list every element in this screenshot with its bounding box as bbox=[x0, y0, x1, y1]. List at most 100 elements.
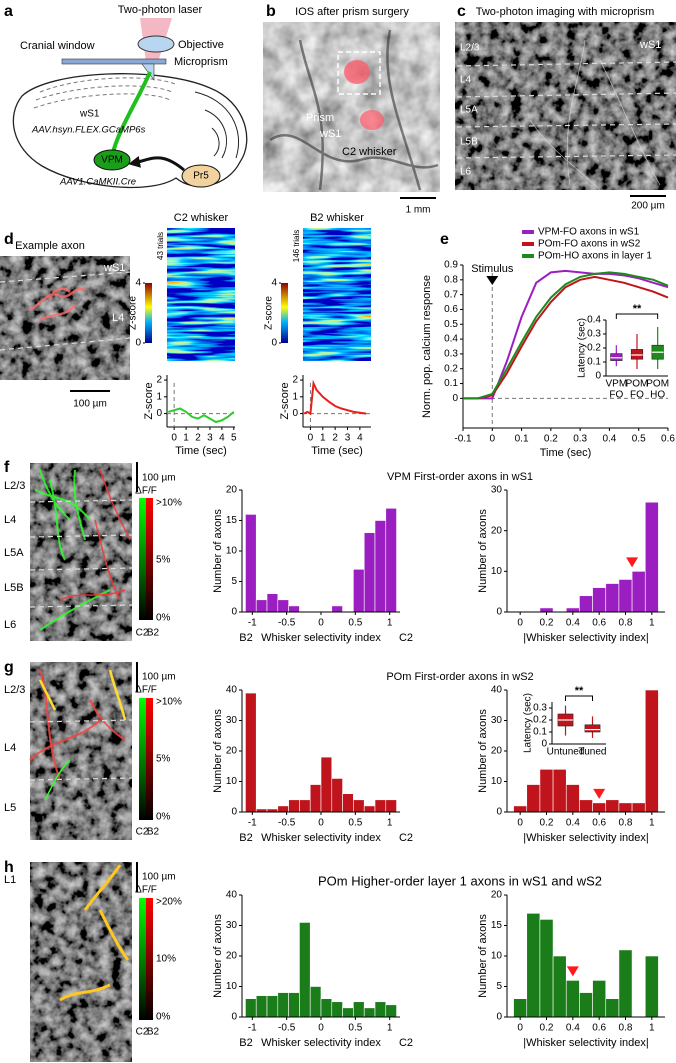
histogram-bar bbox=[631, 802, 646, 813]
colorbar-left: C2 bbox=[136, 827, 149, 838]
histogram-bar bbox=[245, 692, 257, 813]
histogram-bar bbox=[277, 805, 289, 813]
histogram-bar bbox=[644, 501, 659, 613]
colorbar-title: ΔF/F bbox=[135, 685, 157, 696]
diagram-label: AAV.hsyn.FLEX.GCaMP6s bbox=[31, 125, 146, 136]
series-line bbox=[463, 275, 669, 400]
x-tick-label: 1 bbox=[649, 1023, 655, 1034]
x-tick-label: 4 bbox=[357, 433, 363, 444]
histogram-bar bbox=[299, 922, 311, 1018]
y-tick-label: 1 bbox=[156, 391, 162, 402]
layer-label: L5A bbox=[460, 105, 478, 116]
end-label: B2 bbox=[239, 632, 252, 644]
colorbar-tick: >10% bbox=[156, 697, 182, 708]
significance-bracket bbox=[615, 313, 659, 319]
colorbar-tick: 0% bbox=[156, 812, 171, 823]
scale-label: 100 µm bbox=[142, 872, 176, 883]
y-axis-label: Number of axons bbox=[212, 709, 224, 793]
y-tick-label: 5 bbox=[496, 981, 502, 992]
x-tick-label: -1 bbox=[248, 618, 257, 629]
y-tick-label: 0.1 bbox=[444, 378, 458, 389]
histogram-bar bbox=[552, 768, 567, 813]
trace-line bbox=[303, 379, 367, 416]
histogram-bar bbox=[644, 955, 659, 1018]
y-tick-label: 30 bbox=[226, 715, 238, 726]
x-tick-label: 0.4 bbox=[566, 618, 580, 629]
colorbar-tick: >20% bbox=[156, 897, 182, 908]
x-tick-label: 0 bbox=[490, 434, 496, 445]
x-tick-label: 1 bbox=[387, 1023, 393, 1034]
histogram-bar bbox=[513, 805, 528, 813]
histogram-bar bbox=[513, 998, 528, 1018]
scale-label: 200 µm bbox=[631, 201, 665, 212]
panel-letter: a bbox=[4, 3, 13, 20]
median-marker bbox=[593, 788, 606, 799]
y-tick-label: 2 bbox=[156, 375, 162, 386]
x-tick-label: -1 bbox=[248, 1023, 257, 1034]
histogram-bar bbox=[353, 568, 365, 613]
significance: ** bbox=[575, 685, 584, 697]
x-tick-label: 0.6 bbox=[661, 434, 675, 445]
y-tick-label: 0 bbox=[496, 807, 502, 818]
y-tick-label: 0 bbox=[541, 739, 547, 750]
category-label: Tuned bbox=[579, 747, 607, 758]
x-axis-label: Whisker selectivity index bbox=[261, 1037, 381, 1049]
x-tick-label: 0.2 bbox=[540, 818, 554, 829]
y-tick-label: 0.6 bbox=[444, 304, 458, 315]
histogram-bar bbox=[309, 784, 322, 813]
y-tick-label: 30 bbox=[491, 485, 503, 496]
x-axis-label: |Whisker selectivity index| bbox=[523, 832, 649, 844]
histogram-bar bbox=[374, 1001, 387, 1018]
x-tick-label: 0 bbox=[517, 618, 523, 629]
y-tick-label: 0.4 bbox=[444, 334, 458, 345]
series-line bbox=[463, 271, 669, 400]
histogram-bar bbox=[631, 571, 646, 613]
diagram-label: AAV1.CaMKII.Cre bbox=[59, 177, 136, 188]
x-tick-label: 3 bbox=[345, 433, 351, 444]
histogram-bar bbox=[605, 799, 620, 813]
chart-title: POm Higher-order layer 1 axons in wS1 an… bbox=[318, 873, 602, 888]
y-tick-label: 0 bbox=[292, 408, 298, 419]
x-tick-label: 0.5 bbox=[632, 434, 646, 445]
histogram-bar bbox=[565, 980, 580, 1018]
x-tick-label: 0.5 bbox=[348, 1023, 362, 1034]
chart-title: POm First-order axons in wS2 bbox=[386, 671, 533, 683]
end-label: B2 bbox=[239, 832, 252, 844]
y-axis-label: Number of axons bbox=[477, 509, 489, 593]
layer-label: L6 bbox=[460, 167, 472, 178]
median-marker bbox=[566, 966, 579, 977]
layer-label: L5B bbox=[460, 137, 478, 148]
y-tick-label: 20 bbox=[226, 485, 238, 496]
y-tick-label: 0.3 bbox=[533, 703, 547, 714]
x-tick-label: 0.2 bbox=[544, 434, 558, 445]
histogram-bar bbox=[385, 799, 397, 813]
x-tick-label: 1 bbox=[649, 618, 655, 629]
x-tick-label: 1 bbox=[183, 433, 189, 444]
y-tick-label: 0.3 bbox=[587, 329, 601, 340]
x-tick-label: 0 bbox=[318, 618, 324, 629]
layer-label: L2/3 bbox=[460, 43, 480, 54]
category-label: Untuned bbox=[547, 747, 585, 758]
layer-label: L4 bbox=[4, 742, 16, 754]
x-tick-label: 0 bbox=[318, 1023, 324, 1034]
x-tick-label: 0 bbox=[318, 818, 324, 829]
x-tick-label: 4 bbox=[219, 433, 225, 444]
colorbar-tick: 0% bbox=[156, 613, 171, 624]
y-axis-label: Z-score bbox=[279, 382, 291, 419]
histogram-bar bbox=[255, 599, 268, 613]
histogram-bar bbox=[331, 1001, 343, 1018]
x-axis-label: Whisker selectivity index bbox=[261, 832, 381, 844]
layer-label: L2/3 bbox=[4, 480, 25, 492]
colorbar-right: B2 bbox=[147, 628, 160, 639]
histogram-bar bbox=[605, 583, 620, 613]
histogram-bar bbox=[320, 756, 333, 813]
x-axis-label: Time (sec) bbox=[175, 445, 227, 457]
panel-letter: h bbox=[4, 859, 14, 876]
y-tick-label: 0 bbox=[452, 393, 458, 404]
category-label: POM bbox=[626, 379, 649, 390]
y-tick-label: 10 bbox=[226, 981, 238, 992]
x-tick-label: 0 bbox=[517, 818, 523, 829]
histogram-bar bbox=[331, 778, 343, 813]
colorbar bbox=[145, 283, 152, 343]
